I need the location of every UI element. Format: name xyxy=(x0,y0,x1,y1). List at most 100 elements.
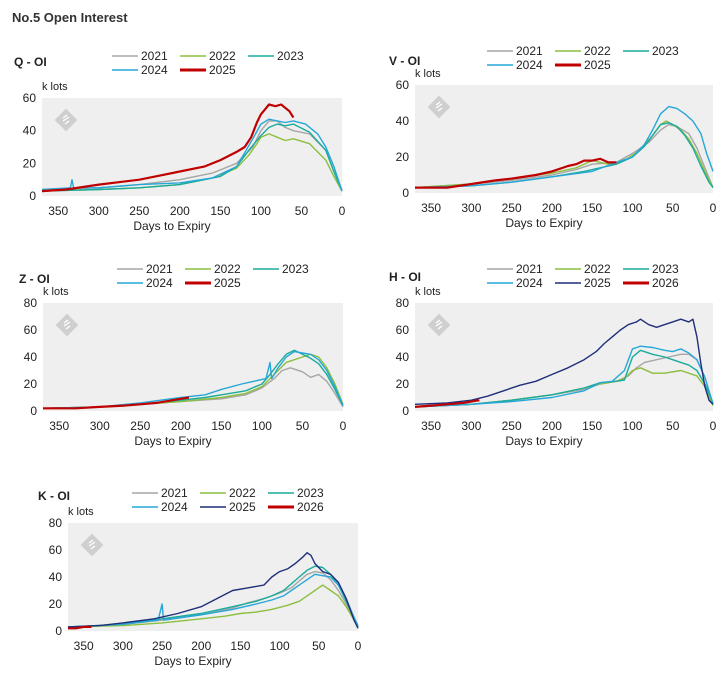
x-tick-label: 350 xyxy=(421,419,441,433)
x-tick-label: 200 xyxy=(542,419,562,433)
chart-k-oi: K - OI k lots 0 20 40 60 80 350 300 250 200 150 100 5… xyxy=(38,486,362,668)
legend-label: 2025 xyxy=(584,58,611,72)
y-tick-label: 0 xyxy=(55,624,62,638)
x-tick-label: 350 xyxy=(48,204,68,218)
x-tick-label: 150 xyxy=(210,204,230,218)
y-tick-label: 0 xyxy=(402,186,409,200)
x-tick-label: 300 xyxy=(461,419,481,433)
x-tick-label: 50 xyxy=(666,201,680,215)
x-tick-label: 0 xyxy=(339,204,346,218)
x-tick-label: 300 xyxy=(90,419,110,433)
x-tick-label: 300 xyxy=(113,639,133,653)
legend-label: 2022 xyxy=(584,262,611,276)
x-axis-label: Days to Expiry xyxy=(134,434,211,448)
chart-title: V - OI xyxy=(389,54,420,68)
chart-q-oi: Q - OI k lots 0 20 40 60 350 300 250 200 150 100 50 0… xyxy=(14,49,346,233)
legend-label: 2024 xyxy=(146,276,173,290)
y-axis-label: k lots xyxy=(42,81,68,93)
x-tick-label: 100 xyxy=(270,639,290,653)
x-tick-label: 50 xyxy=(295,204,309,218)
y-axis-label: k lots xyxy=(68,506,94,518)
legend-label: 2021 xyxy=(146,262,173,276)
x-tick-label: 0 xyxy=(710,419,717,433)
legend-label: 2023 xyxy=(282,262,309,276)
diamond-mark xyxy=(62,114,70,125)
x-tick-label: 50 xyxy=(312,639,326,653)
y-tick-label: 80 xyxy=(24,296,38,310)
series-line-2025 xyxy=(415,157,617,189)
series-line-2026 xyxy=(68,625,92,630)
y-tick-label: 20 xyxy=(396,377,410,391)
series-line-2024 xyxy=(414,345,714,408)
y-tick-label: 0 xyxy=(30,404,37,418)
x-tick-label: 150 xyxy=(582,201,602,215)
legend-label: 2026 xyxy=(297,500,324,514)
x-tick-label: 100 xyxy=(622,419,642,433)
legend-label: 2023 xyxy=(652,44,679,58)
x-tick-label: 200 xyxy=(171,419,191,433)
x-tick-label: 100 xyxy=(622,201,642,215)
plot-area xyxy=(68,523,358,631)
legend-label: 2025 xyxy=(214,276,241,290)
y-axis-label: k lots xyxy=(43,286,69,298)
legend-label: 2024 xyxy=(516,276,543,290)
legend-label: 2021 xyxy=(516,262,543,276)
x-tick-label: 0 xyxy=(355,639,362,653)
y-axis-label: k lots xyxy=(415,286,441,298)
chart-title: H - OI xyxy=(389,270,421,284)
legend-label: 2025 xyxy=(209,63,236,77)
y-tick-label: 60 xyxy=(396,78,410,92)
legend-label: 2024 xyxy=(161,500,188,514)
legend-label: 2024 xyxy=(516,58,543,72)
series-line-2025 xyxy=(43,396,190,410)
x-tick-label: 250 xyxy=(502,419,522,433)
series-line-2023 xyxy=(41,123,343,192)
y-tick-label: 80 xyxy=(49,516,63,530)
legend-label: 2021 xyxy=(516,44,543,58)
legend-label: 2022 xyxy=(584,44,611,58)
series-line-2024 xyxy=(67,573,359,628)
y-tick-label: 40 xyxy=(396,350,410,364)
y-tick-label: 20 xyxy=(23,156,37,170)
chart-z-oi: Z - OIk lots 0 20 40 60 80 350 300 250 200 150 100 5… xyxy=(19,262,347,448)
x-tick-label: 150 xyxy=(230,639,250,653)
legend-label: 2023 xyxy=(652,262,679,276)
y-tick-label: 60 xyxy=(24,323,38,337)
legend-label: 2023 xyxy=(277,49,304,63)
x-tick-label: 200 xyxy=(542,201,562,215)
x-tick-label: 300 xyxy=(89,204,109,218)
x-tick-label: 150 xyxy=(211,419,231,433)
x-axis-label: Days to Expiry xyxy=(154,654,231,668)
legend-label: 2026 xyxy=(652,276,679,290)
legend-label: 2023 xyxy=(297,486,324,500)
plot-area xyxy=(415,85,713,193)
x-tick-label: 200 xyxy=(191,639,211,653)
y-tick-label: 60 xyxy=(49,543,63,557)
x-tick-label: 0 xyxy=(340,419,347,433)
x-axis-label: Days to Expiry xyxy=(505,434,582,448)
page-title: No.5 Open Interest xyxy=(12,10,128,25)
chart-h-oi: H - OI k lots 0 20 40 60 80 350 300 250 200 150 100 5… xyxy=(389,262,717,448)
x-tick-label: 350 xyxy=(49,419,69,433)
legend-label: 2025 xyxy=(584,276,611,290)
y-tick-label: 80 xyxy=(396,296,410,310)
series-line-2023 xyxy=(414,349,714,408)
series-line-2025 xyxy=(41,103,295,193)
x-tick-label: 50 xyxy=(666,419,680,433)
legend-label: 2025 xyxy=(229,500,256,514)
diamond-mark xyxy=(435,101,443,112)
y-tick-label: 40 xyxy=(24,350,38,364)
legend-label: 2022 xyxy=(229,486,256,500)
legend-label: 2021 xyxy=(161,486,188,500)
x-tick-label: 250 xyxy=(129,204,149,218)
diamond-mark xyxy=(88,539,96,550)
legend-label: 2024 xyxy=(141,63,168,77)
chart-title: Z - OI xyxy=(19,272,50,286)
y-tick-label: 40 xyxy=(396,114,410,128)
x-tick-label: 350 xyxy=(74,639,94,653)
plot-area xyxy=(43,303,343,411)
series-line-2024 xyxy=(414,105,714,189)
x-tick-label: 100 xyxy=(251,204,271,218)
series-line-2025 xyxy=(67,552,359,629)
series-line-2022 xyxy=(67,584,359,628)
